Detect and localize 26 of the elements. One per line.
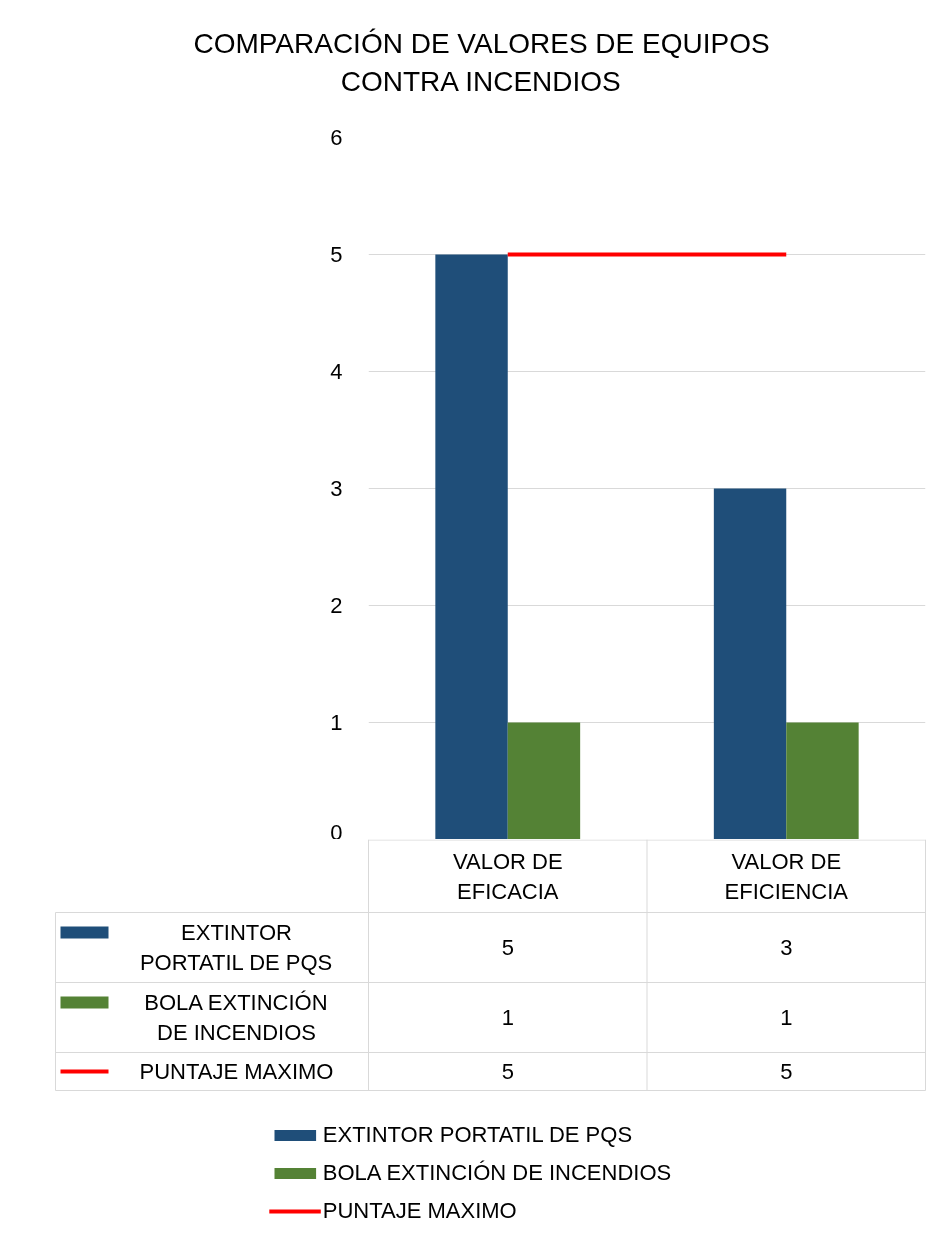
- legend-label: BOLA EXTINCIÓN DE INCENDIOS: [144, 990, 328, 1045]
- data-label: 1: [780, 1005, 793, 1030]
- y-tick-label: 2: [330, 593, 343, 618]
- bar: [507, 722, 581, 839]
- text: BOLA EXTINCIÓN DE INCENDIOS: [322, 1160, 672, 1185]
- data-label: 5: [501, 935, 514, 960]
- bar: [435, 254, 508, 839]
- data-label: 5: [501, 1059, 514, 1084]
- x-tick-label: VALOR DE EFICACIA: [452, 848, 563, 904]
- legend-label: EXTINTOR PORTATIL DE PQS: [322, 1122, 633, 1148]
- y-tick-label: 6: [330, 125, 343, 150]
- chart-title: COMPARACIÓN DE VALORES DE EQUIPOS CONTRA INCENDIOS: [193, 28, 770, 97]
- y-tick-label: 3: [330, 476, 343, 501]
- x-tick-label: VALOR DE EFICIENCIA: [724, 848, 849, 904]
- data-label: 5: [780, 1059, 793, 1084]
- data-label: 3: [780, 935, 793, 960]
- text: PUNTAJE MAXIMO: [322, 1198, 517, 1223]
- text: EXTINTOR PORTATIL DE PQS: [139, 920, 333, 975]
- y-tick-label: 0: [330, 819, 343, 845]
- bar: [713, 488, 787, 839]
- data-label: 1: [501, 1005, 514, 1030]
- y-tick-label: 4: [330, 359, 343, 384]
- legend-label: PUNTAJE MAXIMO: [139, 1059, 334, 1084]
- bar: [786, 722, 859, 839]
- y-tick-label: 5: [330, 242, 343, 267]
- y-tick-label: 1: [330, 710, 343, 735]
